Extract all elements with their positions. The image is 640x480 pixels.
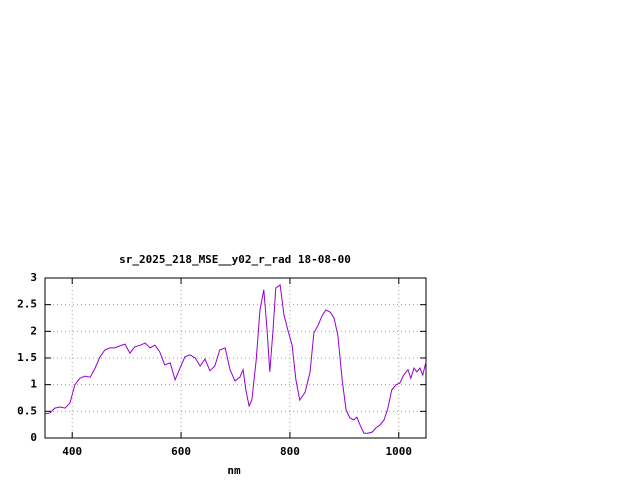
- y-tick-label: 3: [30, 271, 37, 284]
- y-tick-label: 1.5: [17, 351, 37, 364]
- x-tick-label: 1000: [386, 445, 413, 458]
- data-line: [44, 284, 427, 434]
- y-tick-label: 0.5: [17, 404, 37, 417]
- plot-border: [44, 277, 427, 439]
- y-tick-label: 0: [30, 431, 37, 444]
- y-tick-label: 1: [30, 378, 37, 391]
- y-tick-label: 2: [30, 324, 37, 337]
- chart-title: sr_2025_218_MSE__y02_r_rad 18-08-00: [119, 253, 351, 266]
- x-axis-label: nm: [227, 464, 241, 477]
- y-tick-label: 2.5: [17, 298, 37, 311]
- x-tick-label: 800: [280, 445, 300, 458]
- x-tick-label: 400: [62, 445, 82, 458]
- x-tick-label: 600: [171, 445, 191, 458]
